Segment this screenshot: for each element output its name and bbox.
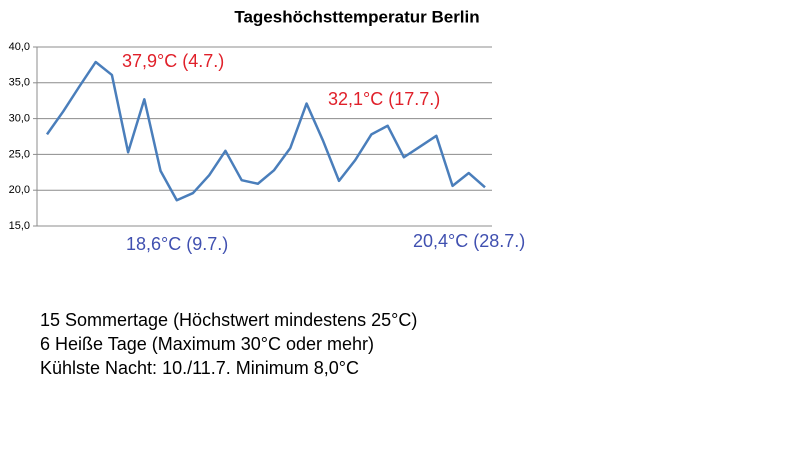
annotation: 37,9°C (4.7.) [122, 51, 224, 71]
y-tick-label: 15,0 [9, 220, 30, 232]
note: 15 Sommertage (Höchstwert mindestens 25°… [40, 310, 417, 330]
y-tick-label: 35,0 [9, 77, 30, 89]
annotation: 20,4°C (28.7.) [413, 231, 525, 251]
note: 6 Heiße Tage (Maximum 30°C oder mehr) [40, 334, 374, 354]
annotation: 32,1°C (17.7.) [328, 89, 440, 109]
chart-title: Tageshöchsttemperatur Berlin [234, 7, 479, 26]
y-tick-label: 20,0 [9, 184, 30, 196]
data-line [45, 60, 486, 202]
y-tick-label: 30,0 [9, 113, 30, 125]
note: Kühlste Nacht: 10./11.7. Minimum 8,0°C [40, 358, 359, 378]
annotation: 18,6°C (9.7.) [126, 234, 228, 254]
y-tick-label: 40,0 [9, 41, 30, 53]
y-tick-label: 25,0 [9, 148, 30, 160]
